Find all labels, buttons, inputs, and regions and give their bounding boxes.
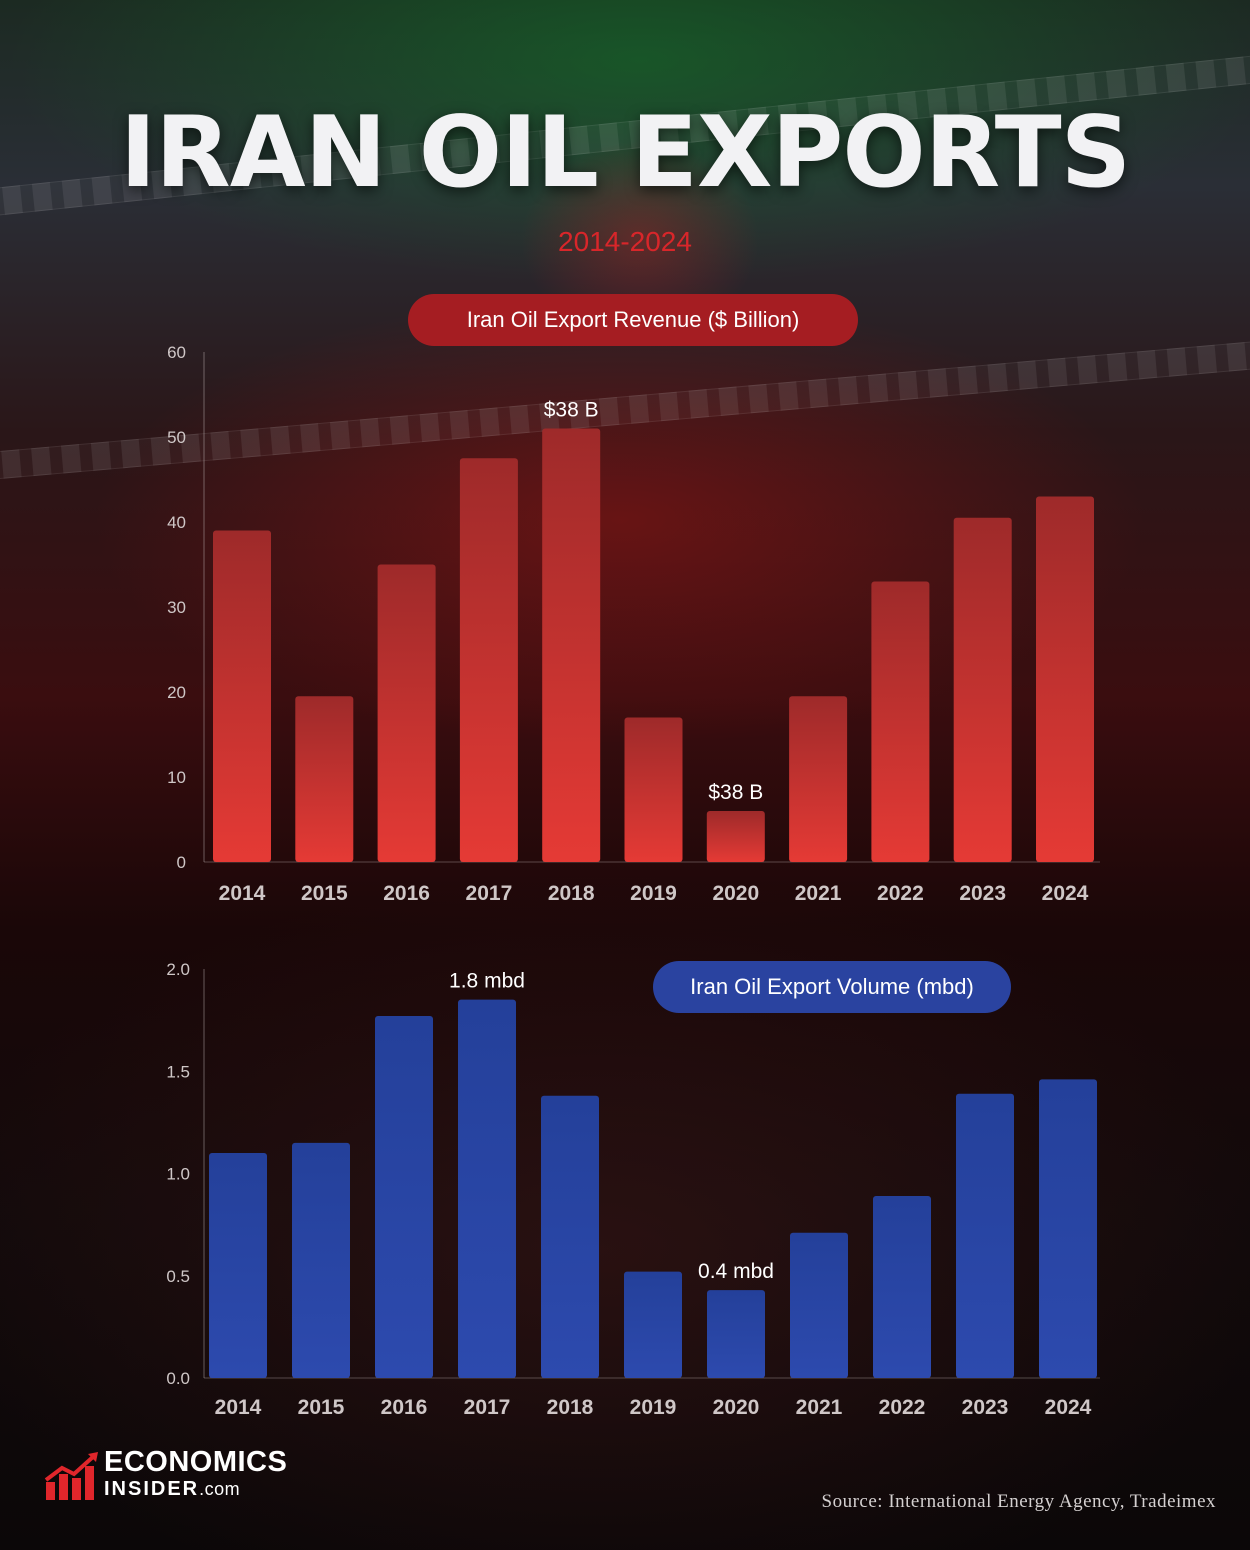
volume-x-tick-label: 2016 [381, 1396, 428, 1419]
volume-x-tick-label: 2014 [215, 1396, 262, 1419]
revenue-x-tick-label: 2016 [383, 882, 430, 905]
volume-bar-2018 [541, 1095, 599, 1378]
volume-x-tick-label: 2021 [796, 1396, 843, 1419]
volume-x-tick-label: 2020 [713, 1396, 760, 1419]
revenue-y-tick-label: 10 [167, 768, 186, 787]
revenue-bar-2020 [706, 811, 765, 862]
revenue-bar-2021 [789, 696, 848, 862]
page-subtitle: 2014-2024 [558, 226, 692, 257]
revenue-data-label-2020: $38 B [708, 781, 763, 804]
volume-bar-2014 [209, 1153, 267, 1378]
volume-x-tick-label: 2015 [298, 1396, 345, 1419]
volume-x-tick-label: 2023 [962, 1396, 1009, 1419]
volume-y-tick-label: 0.5 [166, 1267, 190, 1286]
revenue-x-tick-label: 2019 [630, 882, 677, 905]
revenue-x-tick-label: 2017 [466, 882, 513, 905]
volume-y-tick-label: 2.0 [166, 960, 190, 979]
revenue-bar-2018 [542, 428, 601, 862]
volume-x-tick-label: 2018 [547, 1396, 594, 1419]
revenue-data-label-2018: $38 B [544, 399, 599, 422]
volume-x-tick-label: 2019 [630, 1396, 677, 1419]
revenue-bar-2019 [624, 717, 683, 862]
volume-y-tick-label: 1.5 [166, 1062, 190, 1081]
revenue-x-tick-label: 2018 [548, 882, 595, 905]
volume-chart-title: Iran Oil Export Volume (mbd) [653, 961, 1011, 1013]
revenue-bar-2016 [377, 564, 436, 862]
volume-data-label-2017: 1.8 mbd [449, 970, 525, 993]
revenue-y-tick-label: 40 [167, 513, 186, 532]
page-title: IRAN OIL EXPORTS [119, 96, 1131, 210]
logo-text-line1: ECONOMICS [104, 1446, 288, 1478]
revenue-bar-2024 [1036, 496, 1094, 862]
revenue-y-tick-label: 60 [167, 343, 186, 362]
volume-bar-2024 [1039, 1079, 1097, 1378]
volume-bar-2023 [956, 1093, 1014, 1378]
volume-y-tick-label: 0.0 [166, 1369, 190, 1388]
revenue-x-tick-label: 2023 [959, 882, 1006, 905]
revenue-x-tick-label: 2014 [219, 882, 266, 905]
volume-chart: 0.0 0.5 1.0 1.5 2.0 2014 2015 2016 2017 2018 2019 2… [166, 960, 1100, 1419]
volume-data-label-2020: 0.4 mbd [698, 1260, 774, 1283]
volume-bar-2022 [873, 1195, 931, 1378]
volume-y-tick-label: 1.0 [166, 1165, 190, 1184]
rising-bars-icon [44, 1452, 98, 1500]
revenue-y-tick-label: 20 [167, 683, 186, 702]
volume-bar-2017 [458, 999, 516, 1378]
revenue-chart-title: Iran Oil Export Revenue ($ Billion) [408, 294, 858, 346]
revenue-x-tick-label: 2022 [877, 882, 924, 905]
volume-x-tick-label: 2024 [1045, 1396, 1092, 1419]
logo-text-line2: INSIDER.com [104, 1478, 240, 1501]
revenue-x-tick-label: 2015 [301, 882, 348, 905]
volume-bar-2019 [624, 1271, 682, 1378]
volume-bar-2020 [707, 1290, 765, 1378]
volume-x-tick-label: 2022 [879, 1396, 926, 1419]
revenue-bar-2015 [295, 696, 354, 862]
revenue-chart: 0 10 20 30 40 50 60 2014 2015 2016 2017 2018 2019 202… [167, 343, 1100, 905]
revenue-bar-2022 [871, 581, 930, 862]
volume-x-tick-label: 2017 [464, 1396, 511, 1419]
revenue-y-tick-label: 50 [167, 428, 186, 447]
volume-bar-2015 [292, 1142, 350, 1378]
revenue-y-tick-label: 0 [177, 853, 186, 872]
revenue-bar-2023 [953, 517, 1012, 862]
revenue-y-tick-label: 30 [167, 598, 186, 617]
revenue-x-tick-label: 2020 [712, 882, 759, 905]
revenue-bar-2017 [459, 458, 518, 862]
logo-word: INSIDER [104, 1478, 200, 1500]
source-note: Source: International Energy Agency, Tra… [821, 1491, 1216, 1512]
revenue-x-tick-label: 2021 [795, 882, 842, 905]
volume-bar-2016 [375, 1016, 433, 1378]
revenue-x-tick-label: 2024 [1042, 882, 1089, 905]
economics-insider-logo: ECONOMICS INSIDER.com [44, 1446, 304, 1506]
revenue-bar-2014 [213, 530, 271, 862]
logo-domain: .com [199, 1479, 241, 1499]
volume-bar-2021 [790, 1232, 848, 1378]
